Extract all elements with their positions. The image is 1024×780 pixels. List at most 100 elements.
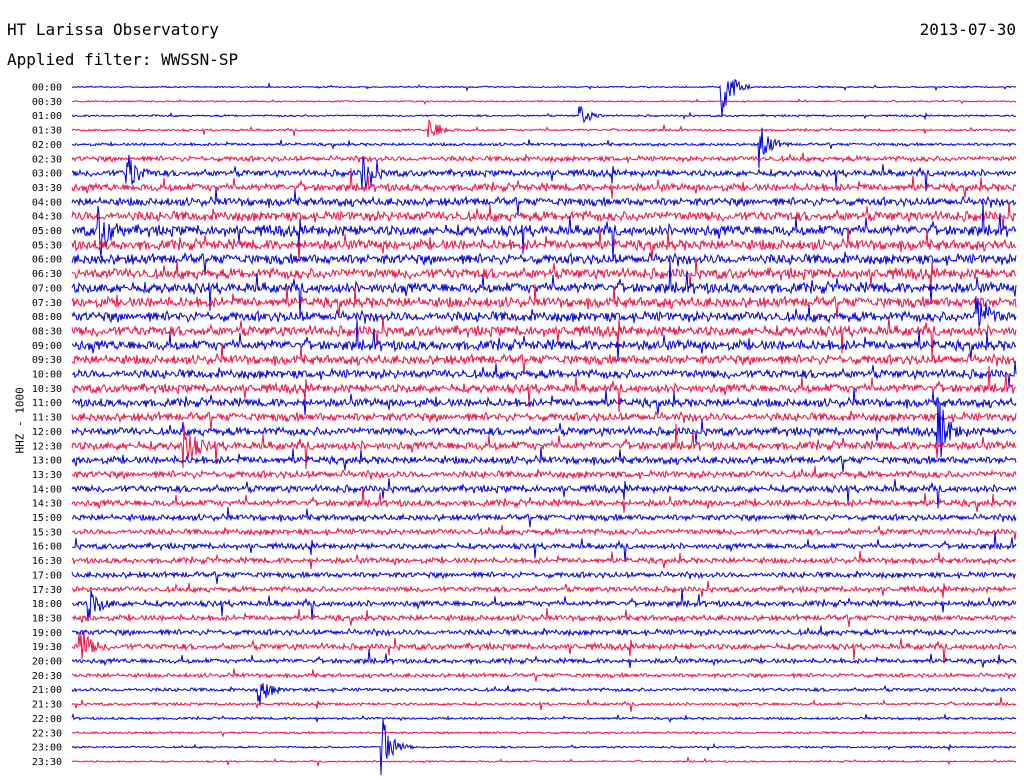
time-label: 21:30 [32,700,62,711]
trace-line [71,712,1017,723]
trace-line [71,588,1017,622]
trace-line [71,365,1017,413]
time-label: 03:00 [32,169,62,180]
trace-line [71,625,1017,638]
time-label: 07:00 [32,283,62,294]
trace-line [71,106,1017,124]
time-label: 19:30 [32,642,62,653]
time-label: 01:00 [32,111,62,122]
trace-line [71,226,1017,261]
time-label: 11:00 [32,398,62,409]
trace-line [71,410,1017,431]
trace-line [71,154,1017,192]
time-label: 11:30 [32,413,62,424]
time-label: 00:30 [32,97,62,108]
trace-line [71,257,1017,291]
time-label: 14:30 [32,499,62,510]
trace-line [71,251,1017,276]
time-label: 09:30 [32,355,62,366]
trace-line [71,78,1017,118]
time-axis-labels: 00:00 00:30 01:00 01:30 02:00 02:30 03:00 03:30… [32,83,62,768]
trace-line [71,168,1017,199]
seismic-traces [71,78,1017,776]
trace-line [71,668,1017,682]
trace-line [71,608,1017,628]
trace-line [71,296,1017,327]
time-label: 07:30 [32,298,62,309]
time-label: 20:00 [32,657,62,668]
time-label: 13:30 [32,470,62,481]
trace-line [71,683,1017,706]
trace-line [71,319,1017,361]
time-label: 17:00 [32,570,62,581]
trace-line [71,118,1017,138]
time-label: 17:30 [32,585,62,596]
trace-line [71,423,1017,470]
trace-line [71,202,1017,261]
time-label: 04:30 [32,212,62,223]
trace-line [71,397,1017,458]
trace-line [71,696,1017,712]
trace-line [71,260,1017,318]
trace-line [71,486,1017,514]
time-label: 13:00 [32,456,62,467]
trace-line [71,446,1017,473]
time-label: 05:30 [32,240,62,251]
trace-line [71,478,1017,509]
time-label: 02:00 [32,140,62,151]
trace-line [71,152,1017,165]
time-label: 10:00 [32,370,62,381]
time-label: 10:30 [32,384,62,395]
time-label: 15:30 [32,527,62,538]
trace-line [71,550,1017,570]
trace-line [71,315,1017,360]
time-label: 22:00 [32,714,62,725]
time-label: 09:00 [32,341,62,352]
time-label: 05:00 [32,226,62,237]
time-label: 22:30 [32,728,62,739]
trace-line [71,757,1017,767]
time-label: 00:00 [32,83,62,94]
time-label: 19:00 [32,628,62,639]
trace-line [71,570,1017,584]
time-label: 12:30 [32,441,62,452]
filter-label: Applied filter: WWSSN-SP [7,50,239,69]
time-label: 23:30 [32,757,62,768]
time-label: 04:00 [32,197,62,208]
time-label: 12:00 [32,427,62,438]
time-label: 21:00 [32,685,62,696]
trace-line [71,581,1017,598]
trace-line [71,466,1017,481]
trace-line [71,360,1017,387]
station-title: HT Larissa Observatory [7,20,219,39]
time-label: 02:30 [32,154,62,165]
time-label: 23:00 [32,743,62,754]
time-label: 15:00 [32,513,62,524]
time-label: 18:00 [32,599,62,610]
trace-line [71,187,1017,215]
trace-line [71,98,1017,106]
time-label: 20:30 [32,671,62,682]
trace-line [71,387,1017,416]
time-label: 03:30 [32,183,62,194]
time-label: 16:30 [32,556,62,567]
trace-line [71,632,1017,664]
trace-line [71,648,1017,669]
time-label: 01:30 [32,126,62,137]
record-date: 2013-07-30 [919,20,1016,39]
time-label: 14:00 [32,484,62,495]
time-label: 18:30 [32,613,62,624]
time-label: 06:00 [32,255,62,266]
time-label: 08:00 [32,312,62,323]
time-label: 16:00 [32,542,62,553]
trace-line [71,531,1017,562]
time-label: 08:30 [32,326,62,337]
trace-line [71,284,1017,319]
trace-line [71,506,1017,528]
trace-line [71,201,1017,231]
trace-line [72,730,1017,738]
trace-line [71,524,1017,541]
trace-line [71,719,1017,776]
trace-line [71,343,1017,375]
